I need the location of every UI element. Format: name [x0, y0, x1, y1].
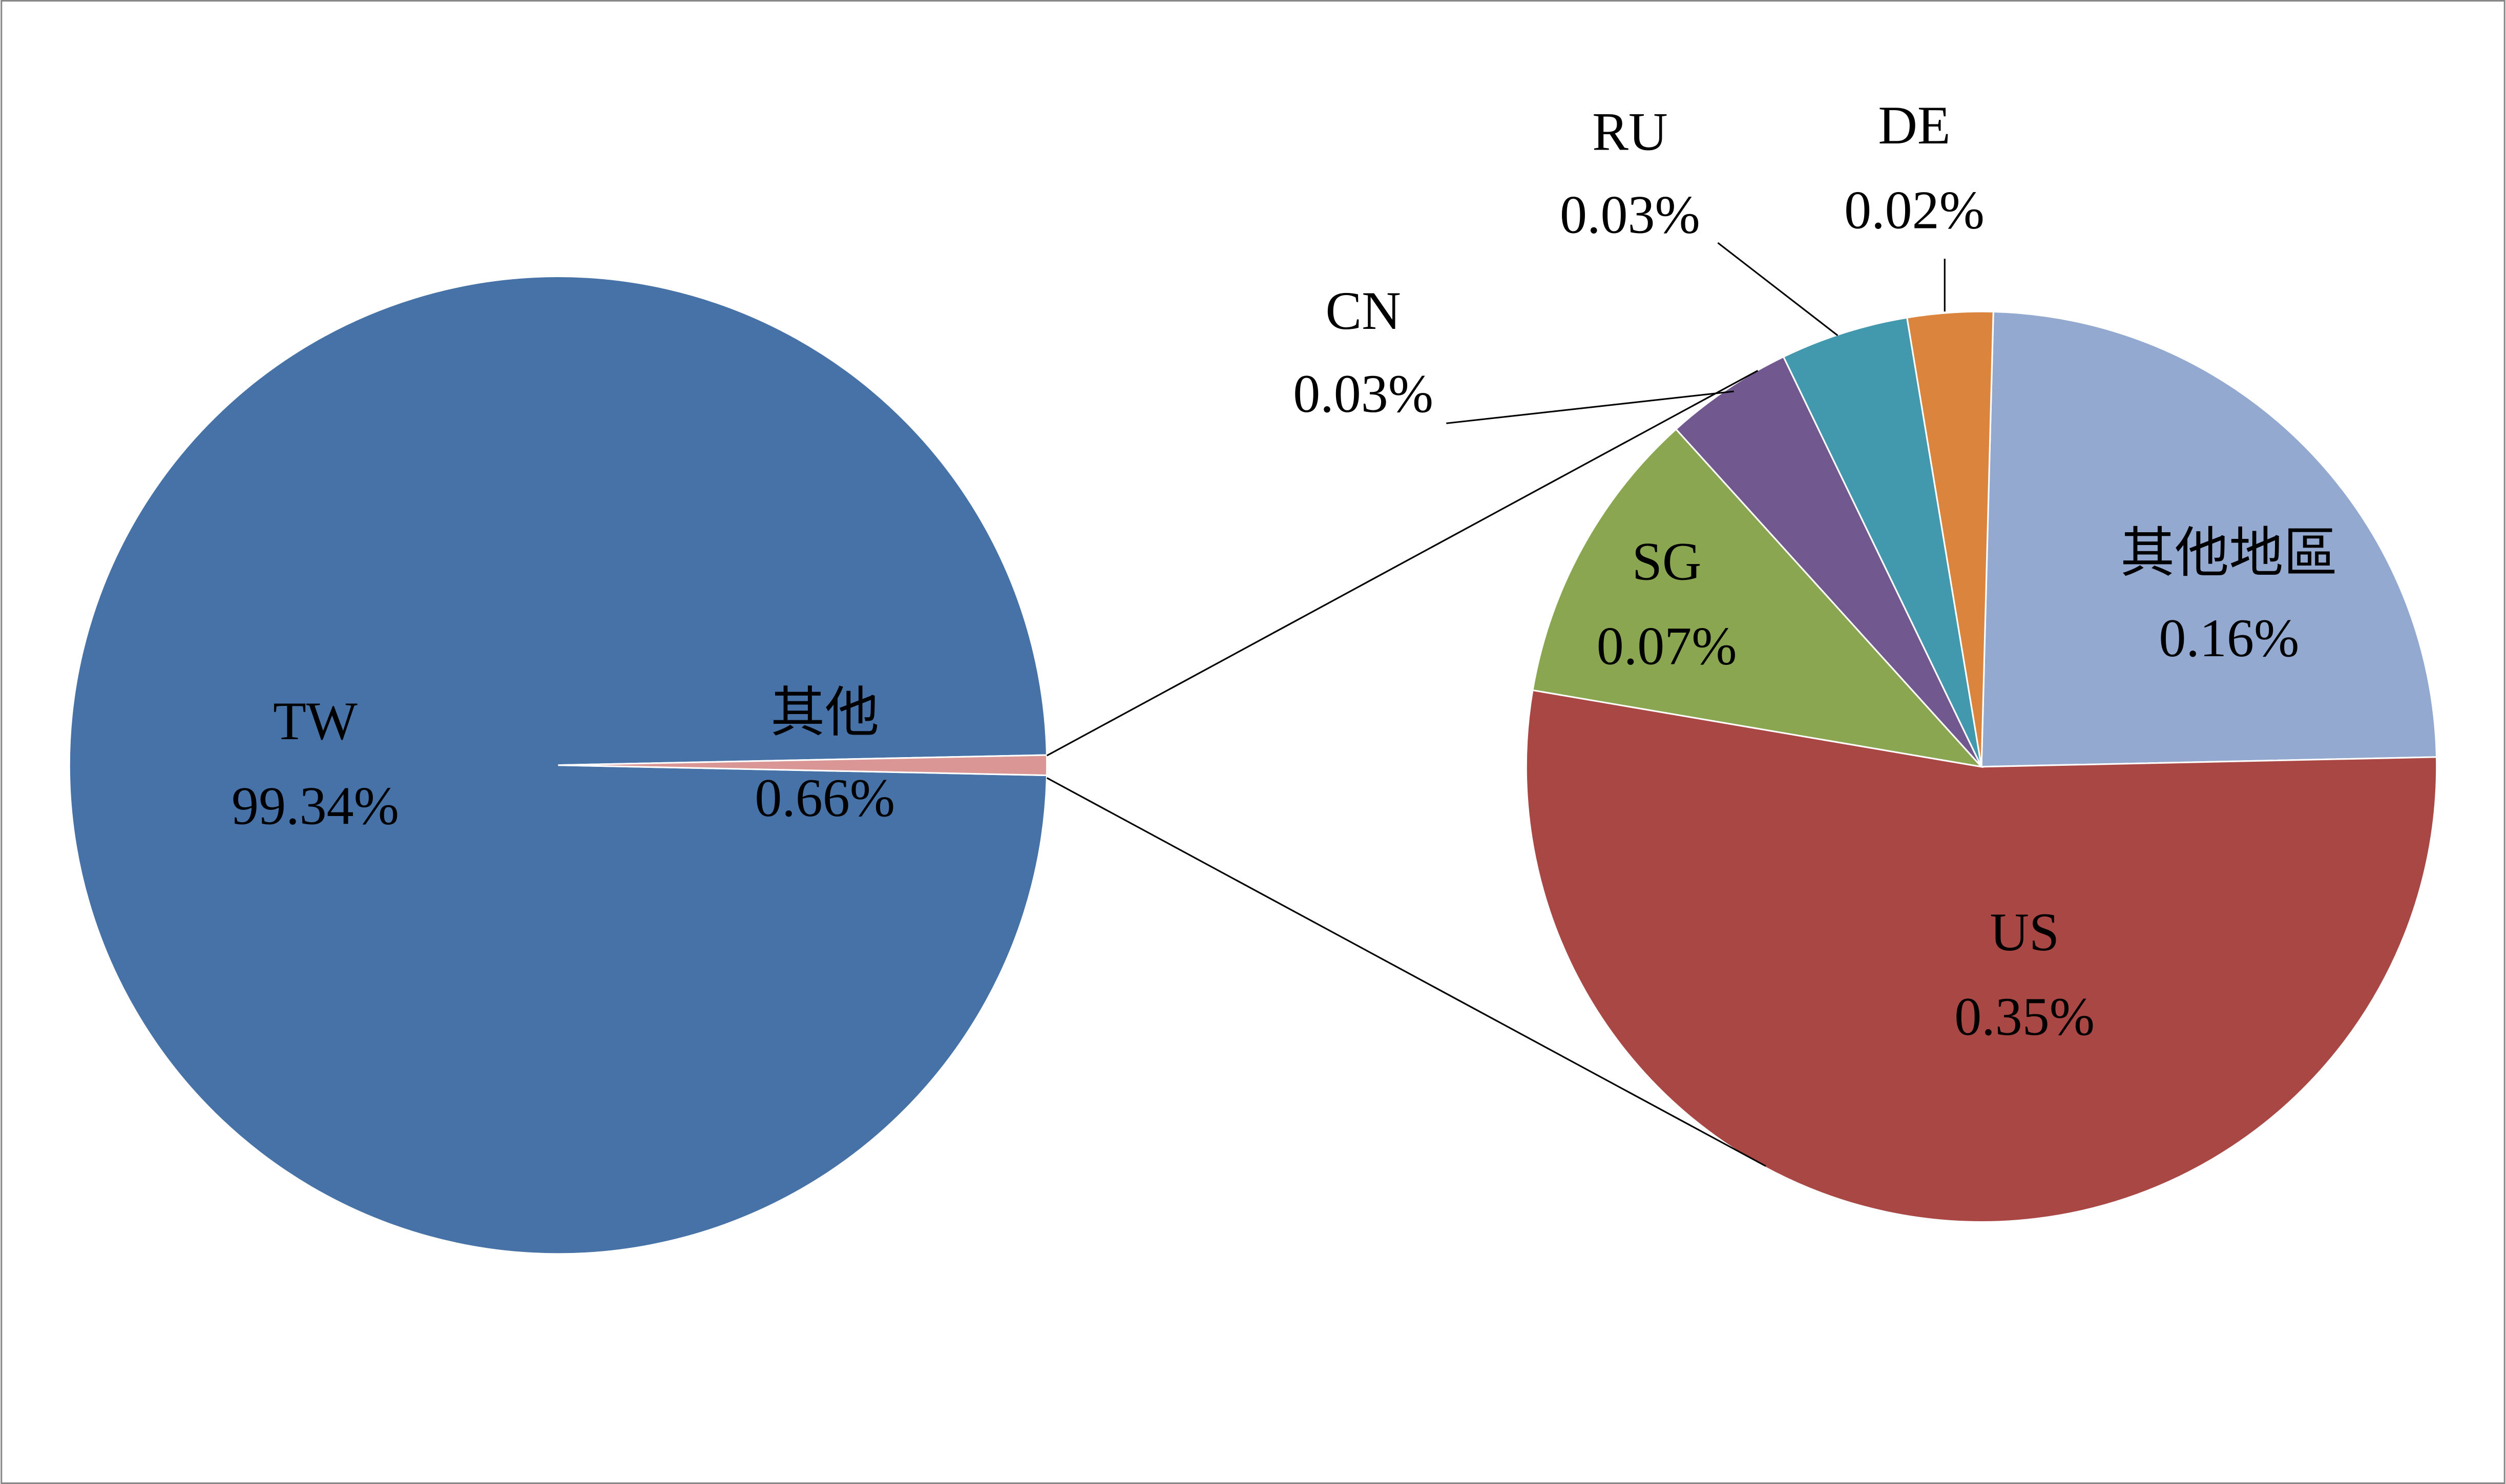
leader-line: [1717, 242, 1839, 337]
slice-label: CN: [1326, 281, 1401, 341]
pie-slice: [1525, 689, 2438, 1223]
value-label: 0.07%: [1597, 616, 1737, 676]
slice-label: DE: [1878, 95, 1950, 155]
slice-label: SG: [1632, 531, 1702, 591]
value-label: 0.35%: [1954, 987, 2095, 1047]
pie-slice: [1980, 310, 2438, 768]
pie-slice: [1532, 428, 1984, 768]
slice-label: RU: [1592, 102, 1667, 162]
slice-label: TW: [273, 691, 358, 751]
pie-slice: [1782, 317, 1982, 767]
pie-slice: [1675, 356, 1982, 767]
value-label: 0.03%: [1293, 364, 1433, 424]
leader-line: [1446, 390, 1734, 424]
connector-line: [1046, 777, 1766, 1167]
value-label: 0.66%: [755, 768, 895, 828]
slice-label: 其他: [770, 683, 879, 743]
value-label: 0.03%: [1560, 185, 1700, 245]
slice-label: US: [1990, 902, 2059, 962]
pie-slice: [68, 275, 1048, 1255]
value-label: 0.16%: [2159, 608, 2299, 668]
slice-label: 其他地區: [2120, 524, 2337, 583]
pie-slice: [1906, 310, 1994, 767]
value-label: 0.02%: [1844, 180, 1985, 240]
value-label: 99.34%: [232, 776, 399, 835]
connector-line: [1046, 370, 1759, 757]
